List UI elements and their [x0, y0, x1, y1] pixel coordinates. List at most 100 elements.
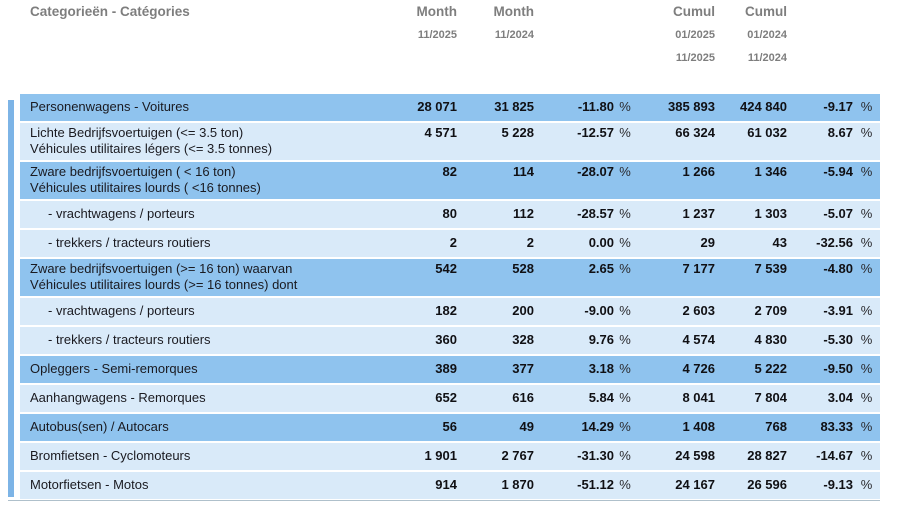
- cell-month-previous: 2: [526, 235, 534, 250]
- cell-cumul-change-pct: 3.04: [827, 390, 853, 405]
- cumul-current-title: Cumul: [673, 4, 715, 19]
- row-label: Opleggers - Semi-remorques: [20, 361, 367, 383]
- table-row: Personenwagens - Voitures 28 071 31 825 …: [20, 94, 880, 121]
- cell-month-previous: 114: [513, 164, 534, 179]
- percent-sign: %: [619, 99, 631, 114]
- cell-cumul-current: 24 167: [675, 477, 715, 492]
- table-row: - trekkers / tracteurs routiers 2 2 0.00…: [20, 230, 880, 257]
- cell-month-previous: 2 767: [501, 448, 534, 463]
- table-row: Motorfietsen - Motos 914 1 870 -51.12 % …: [20, 472, 880, 499]
- cell-month-change-pct: 2.65: [588, 261, 614, 276]
- cell-month-current: 182: [435, 303, 457, 318]
- table-row: - vrachtwagens / porteurs 182 200 -9.00 …: [20, 298, 880, 325]
- row-label-line: - vrachtwagens / porteurs: [48, 206, 195, 221]
- row-label: Personenwagens - Voitures: [20, 99, 367, 121]
- table-row: Zware bedrijfsvoertuigen (>= 16 ton) waa…: [20, 259, 880, 296]
- cell-cumul-change-pct: -5.30: [823, 332, 853, 347]
- cell-cumul-previous: 4 830: [754, 332, 787, 347]
- row-label: - vrachtwagens / porteurs: [20, 303, 367, 325]
- cell-cumul-change-pct: -4.80: [823, 261, 853, 276]
- cell-cumul-previous: 2 709: [754, 303, 787, 318]
- table-row: - vrachtwagens / porteurs 80 112 -28.57 …: [20, 201, 880, 228]
- cell-month-change-pct: -9.00: [584, 303, 614, 318]
- percent-sign: %: [619, 125, 631, 140]
- row-label-line: Bromfietsen - Cyclomoteurs: [30, 448, 191, 463]
- row-label-line: Personenwagens - Voitures: [30, 99, 189, 114]
- header-sign-spacer-1: [614, 4, 636, 75]
- cell-month-current: 4 571: [424, 125, 457, 140]
- cell-month-current: 652: [435, 390, 457, 405]
- row-label-line: Zware bedrijfsvoertuigen ( < 16 ton): [30, 164, 236, 179]
- cell-month-current: 82: [442, 164, 457, 179]
- percent-sign: %: [619, 390, 631, 405]
- row-label-line: - trekkers / tracteurs routiers: [48, 332, 211, 347]
- cumul-previous-period-end: 11/2024: [747, 52, 787, 64]
- percent-sign: %: [619, 164, 631, 179]
- percent-sign: %: [860, 477, 873, 492]
- cell-cumul-change-pct: -5.07: [823, 206, 853, 221]
- header-month-change-spacer: [534, 4, 614, 75]
- cell-cumul-current: 1 408: [682, 419, 715, 434]
- table-row: Zware bedrijfsvoertuigen ( < 16 ton) Véhi…: [20, 162, 880, 199]
- cell-cumul-previous: 1 303: [754, 206, 787, 221]
- table-bottom-rule: [8, 500, 880, 501]
- row-label-line: - trekkers / tracteurs routiers: [48, 235, 211, 250]
- header-month-current: Month 11/2025: [367, 4, 457, 75]
- table-row: - trekkers / tracteurs routiers 360 328 …: [20, 327, 880, 354]
- cell-month-previous: 200: [512, 303, 534, 318]
- percent-sign: %: [619, 261, 631, 276]
- cell-month-change-pct: -11.80: [577, 99, 614, 114]
- header-cumul-current: Cumul 01/2025 11/2025: [636, 4, 715, 75]
- row-label-line: Aanhangwagens - Remorques: [30, 390, 206, 405]
- category-column-title: Categorieën - Catégories: [30, 4, 190, 19]
- header-category-cell: Categorieën - Catégories: [20, 4, 367, 75]
- percent-sign: %: [860, 419, 873, 434]
- percent-sign: %: [860, 361, 873, 376]
- row-label-line: Véhicules utilitaires lourds (>= 16 tonn…: [30, 277, 298, 292]
- row-label-line: - vrachtwagens / porteurs: [48, 303, 195, 318]
- cell-month-change-pct: 14.29: [581, 419, 614, 434]
- percent-sign: %: [860, 206, 873, 221]
- cell-month-previous: 49: [519, 419, 534, 434]
- row-label: - trekkers / tracteurs routiers: [20, 235, 367, 257]
- cell-cumul-change-pct: -14.67: [816, 448, 853, 463]
- cell-month-previous: 112: [513, 206, 534, 221]
- cell-cumul-change-pct: 8.67: [827, 125, 853, 140]
- cell-month-change-pct: -31.30: [577, 448, 614, 463]
- cell-cumul-previous: 26 596: [747, 477, 787, 492]
- percent-sign: %: [619, 448, 631, 463]
- table-row: Lichte Bedrijfsvoertuigen (<= 3.5 ton) Vé…: [20, 123, 880, 160]
- table-row: Opleggers - Semi-remorques 389 377 3.18 …: [20, 356, 880, 383]
- row-label: Bromfietsen - Cyclomoteurs: [20, 448, 367, 470]
- cell-month-current: 542: [435, 261, 457, 276]
- cell-month-previous: 377: [512, 361, 534, 376]
- cell-cumul-previous: 768: [765, 419, 787, 434]
- cell-cumul-current: 1 237: [682, 206, 715, 221]
- header-cumul-previous: Cumul 01/2024 11/2024: [715, 4, 787, 75]
- table-left-accent-bar: [8, 100, 14, 497]
- row-label: Zware bedrijfsvoertuigen (>= 16 ton) waa…: [20, 261, 367, 296]
- percent-sign: %: [860, 99, 873, 114]
- percent-sign: %: [860, 235, 873, 250]
- percent-sign: %: [860, 164, 873, 179]
- cell-cumul-previous: 7 539: [754, 261, 787, 276]
- cell-month-current: 28 071: [417, 99, 457, 114]
- cell-month-previous: 328: [512, 332, 534, 347]
- cell-month-current: 56: [442, 419, 457, 434]
- cell-cumul-change-pct: -9.13: [823, 477, 853, 492]
- percent-sign: %: [860, 303, 873, 318]
- cell-cumul-current: 2 603: [682, 303, 715, 318]
- cell-cumul-current: 1 266: [682, 164, 715, 179]
- percent-sign: %: [619, 361, 631, 376]
- cell-cumul-previous: 43: [772, 235, 787, 250]
- cell-cumul-current: 24 598: [675, 448, 715, 463]
- cell-month-current: 1 901: [424, 448, 457, 463]
- cell-cumul-previous: 424 840: [740, 99, 787, 114]
- table-rows: Personenwagens - Voitures 28 071 31 825 …: [20, 94, 880, 501]
- percent-sign: %: [619, 303, 631, 318]
- cell-month-change-pct: 9.76: [588, 332, 614, 347]
- cell-month-change-pct: -12.57: [577, 125, 614, 140]
- table-row: Autobus(sen) / Autocars 56 49 14.29 % 1 …: [20, 414, 880, 441]
- row-label-line: Autobus(sen) / Autocars: [30, 419, 169, 434]
- cell-month-change-pct: -51.12: [577, 477, 614, 492]
